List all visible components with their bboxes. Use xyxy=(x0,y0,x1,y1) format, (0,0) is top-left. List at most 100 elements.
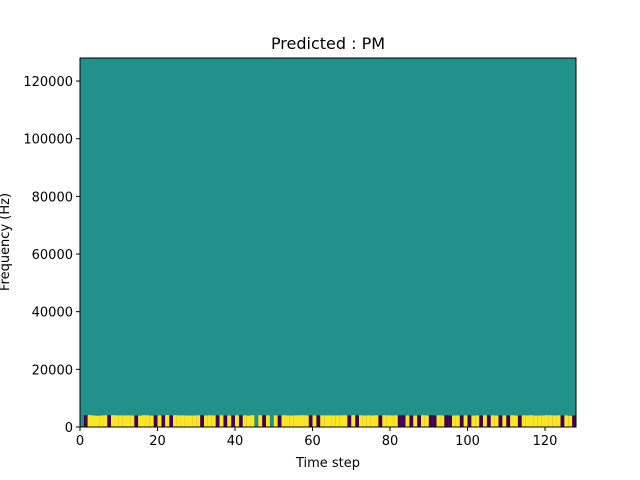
heatmap-cell-high xyxy=(405,415,410,427)
heatmap-cell-high xyxy=(300,415,305,427)
heatmap-cell-low xyxy=(316,415,321,427)
heatmap-cell-high xyxy=(114,415,119,427)
heatmap-cell-high xyxy=(440,415,445,427)
heatmap-cell-low xyxy=(506,415,511,427)
heatmap-cell-high xyxy=(564,415,569,427)
heatmap-cell-high xyxy=(118,415,123,427)
heatmap-cell-high xyxy=(165,415,170,427)
heatmap-cell-high xyxy=(173,415,177,427)
heatmap-cell-low xyxy=(161,415,166,427)
heatmap-cell-high xyxy=(242,415,247,427)
x-axis-ticks: 0 20 40 60 80 100 120 xyxy=(76,427,558,449)
heatmap-cell-low xyxy=(459,415,464,427)
y-tick-label: 0 xyxy=(65,421,73,436)
heatmap-cell-high xyxy=(285,415,290,427)
heatmap-cell-low xyxy=(223,415,228,427)
y-tick-label: 20000 xyxy=(32,363,73,378)
heatmap-cell-high xyxy=(521,415,526,427)
y-tick-label: 80000 xyxy=(32,190,73,205)
heatmap-cell-high xyxy=(413,415,418,427)
heatmap-cell-high xyxy=(157,415,162,427)
heatmap-cell-high xyxy=(343,415,348,427)
heatmap-cell-high xyxy=(533,415,538,427)
heatmap-cell-high xyxy=(235,415,239,427)
y-axis-ticks: 0 20000 40000 60000 80000 100000 120000 xyxy=(23,75,80,436)
heatmap-cell-low xyxy=(153,415,158,427)
heatmap-cell-high xyxy=(463,415,468,427)
heatmap-cell-high xyxy=(289,415,294,427)
heatmap-cell-low xyxy=(169,415,174,427)
heatmap-cell-high xyxy=(421,415,425,427)
heatmap-cell-high xyxy=(362,415,367,427)
heatmap-cell-low xyxy=(215,415,220,427)
heatmap-cell-high xyxy=(312,415,317,427)
heatmap-cell-high xyxy=(490,415,495,427)
heatmap-cell-high xyxy=(126,415,131,427)
heatmap-cell-low xyxy=(572,415,577,427)
heatmap-cell-high xyxy=(537,415,542,427)
heatmap-cell-high xyxy=(266,415,270,427)
x-axis-label: Time step xyxy=(295,456,360,471)
y-axis-label: Frequency (Hz) xyxy=(0,193,13,291)
heatmap-cell-low xyxy=(397,415,402,427)
heatmap-cell-low xyxy=(277,415,282,427)
heatmap-cell-low xyxy=(401,415,406,427)
heatmap-cell-high xyxy=(483,415,487,427)
heatmap-cell-high xyxy=(452,415,456,427)
heatmap-cell-high xyxy=(370,415,375,427)
heatmap-cell-high xyxy=(324,415,329,427)
heatmap-cell-high xyxy=(514,415,518,427)
heatmap-cell-high xyxy=(304,415,309,427)
heatmap-cell-high xyxy=(297,415,301,427)
heatmap-cell-high xyxy=(525,415,530,427)
y-tick-label: 120000 xyxy=(23,75,73,90)
heatmap-cell-high xyxy=(111,415,115,427)
heatmap-cells xyxy=(83,415,577,427)
heatmap-cell-low xyxy=(355,415,360,427)
heatmap-cell-low xyxy=(448,415,453,427)
heatmap-cell-low xyxy=(517,415,522,427)
heatmap-cell-high xyxy=(211,415,216,427)
x-tick-label: 100 xyxy=(455,434,480,449)
heatmap-cell-high xyxy=(510,415,515,427)
plot-area xyxy=(79,57,577,428)
heatmap-cell-high xyxy=(351,415,356,427)
heatmap-cell-high xyxy=(142,415,146,427)
heatmap-cell-high xyxy=(273,415,278,427)
chart-title: Predicted : PM xyxy=(271,34,385,53)
heatmap-cell-high xyxy=(436,415,441,427)
heatmap-cell-high xyxy=(227,415,232,427)
x-tick-label: 20 xyxy=(149,434,166,449)
heatmap-cell-high xyxy=(207,415,212,427)
heatmap-cell-high xyxy=(335,415,340,427)
heatmap-cell-low xyxy=(200,415,205,427)
heatmap-cell-high xyxy=(138,415,143,427)
plot-frame xyxy=(79,57,577,428)
heatmap-cell-high xyxy=(91,415,96,427)
heatmap-cell-low xyxy=(417,415,422,427)
heatmap-cell-high xyxy=(541,415,546,427)
y-tick-label: 40000 xyxy=(32,306,73,321)
heatmap-cell-high xyxy=(176,415,181,427)
heatmap-background xyxy=(80,58,576,427)
heatmap-cell-high xyxy=(494,415,499,427)
heatmap-cell-high xyxy=(192,415,197,427)
heatmap-cell-high xyxy=(258,415,263,427)
heatmap-cell-high xyxy=(556,415,561,427)
heatmap-cell-high xyxy=(548,415,553,427)
heatmap-cell-high xyxy=(87,415,92,427)
heatmap-cell-high xyxy=(328,415,332,427)
heatmap-cell-high xyxy=(145,415,150,427)
y-tick-label: 60000 xyxy=(32,248,73,263)
heatmap-cell-low xyxy=(262,415,267,427)
heatmap-cell-low xyxy=(428,415,433,427)
x-tick-label: 80 xyxy=(382,434,399,449)
heatmap-cell-low xyxy=(560,415,565,427)
heatmap-cell-low xyxy=(479,415,484,427)
heatmap-cell-high xyxy=(219,415,224,427)
y-tick-label: 100000 xyxy=(23,133,73,148)
heatmap-cell-high xyxy=(99,415,104,427)
heatmap-cell-high xyxy=(374,415,379,427)
x-tick-label: 120 xyxy=(533,434,558,449)
heatmap-cell-low xyxy=(486,415,491,427)
